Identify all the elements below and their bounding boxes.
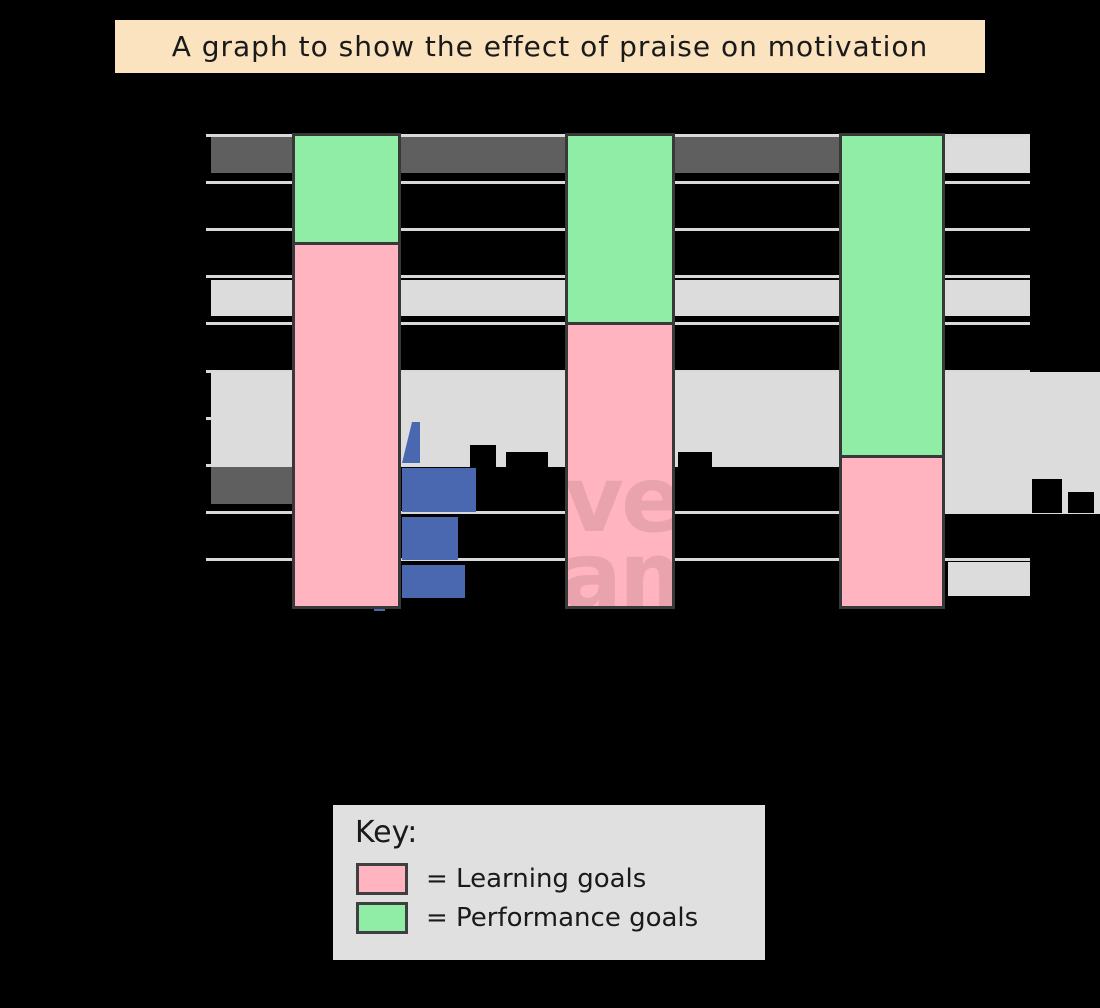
highlight-band [211, 467, 292, 504]
watermark-letter-notch [470, 445, 496, 467]
figure-title: A graph to show the effect of praise on … [171, 30, 929, 63]
legend-item-learning: = Learning goals [356, 863, 646, 895]
performance-goals-segment [842, 136, 942, 458]
watermark-letter-notch [1032, 479, 1062, 513]
learning-goals-swatch [356, 863, 408, 895]
highlight-band [948, 562, 1030, 596]
performance-goals-segment [295, 136, 398, 245]
watermark-letter-notch [678, 452, 712, 467]
legend-label-learning: = Learning goals [426, 864, 647, 894]
watermark-letter-notch [506, 452, 548, 467]
highlight-band [945, 137, 1030, 173]
watermark-letter-notch [1068, 492, 1094, 513]
legend-heading: Key: [355, 815, 418, 850]
legend: Key: = Learning goals = Performance goal… [333, 805, 765, 960]
performance-goals-swatch [356, 902, 408, 934]
learning-goals-segment [295, 245, 398, 606]
legend-item-performance: = Performance goals [356, 902, 698, 934]
stacked-bar-1 [292, 133, 401, 609]
stacked-bar-2: veMam [565, 133, 675, 609]
highlight-band [945, 372, 1100, 514]
learning-goals-segment [568, 325, 672, 606]
learning-goals-segment [842, 458, 942, 606]
title-banner: A graph to show the effect of praise on … [115, 20, 985, 73]
performance-goals-segment [568, 136, 672, 325]
legend-label-performance: = Performance goals [426, 903, 699, 933]
stacked-bar-3 [839, 133, 945, 609]
